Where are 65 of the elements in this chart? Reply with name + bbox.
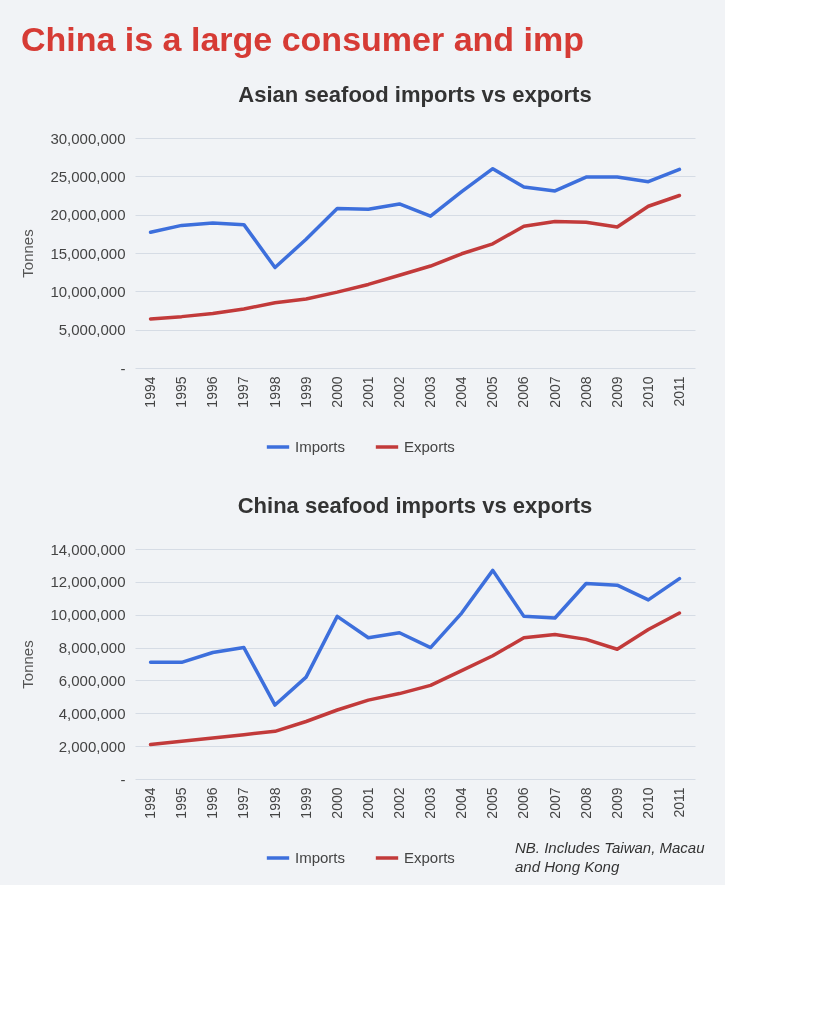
y-axis-title: Tonnes — [19, 229, 37, 278]
x-tick-label: 1995 — [173, 376, 190, 408]
x-tick-label: 2009 — [608, 376, 625, 408]
legend-label: Imports — [295, 849, 346, 866]
y-tick-label: 2,000,000 — [58, 737, 126, 755]
x-tick-label: 1998 — [266, 787, 283, 819]
y-tick-label: 10,000,000 — [50, 282, 126, 300]
x-tick-label: 2008 — [577, 787, 594, 819]
chart-title: Asian seafood imports vs exports — [238, 82, 592, 107]
x-tick-label: 1994 — [142, 376, 159, 408]
x-tick-label: 2008 — [577, 376, 594, 408]
x-tick-label: 1999 — [297, 376, 314, 408]
y-tick-label: 15,000,000 — [50, 244, 126, 262]
line-series — [148, 611, 682, 747]
x-tick-label: 2000 — [328, 787, 345, 819]
x-tick-label: 2011 — [670, 787, 687, 818]
line-series — [148, 568, 682, 707]
x-tick-label: 2000 — [328, 376, 345, 408]
y-axis-title: Tonnes — [19, 640, 37, 689]
y-tick-label: 14,000,000 — [50, 540, 126, 558]
x-tick-label: 1997 — [235, 376, 252, 408]
text: NB. Includes Taiwan, Macau and Hong Kong — [515, 839, 706, 875]
x-tick-label: 1995 — [173, 787, 190, 819]
x-tick-label: 2003 — [422, 376, 439, 408]
x-tick-label: 2007 — [546, 787, 563, 819]
y-tick-label: 30,000,000 — [50, 129, 126, 147]
y-tick-label: 5,000,000 — [58, 321, 126, 339]
x-tick-label: 2004 — [453, 376, 470, 408]
x-tick-label: 1998 — [266, 376, 283, 408]
x-tick-label: 1996 — [204, 376, 221, 408]
y-tick-label: 6,000,000 — [58, 671, 126, 689]
x-tick-label: 2011 — [670, 376, 687, 407]
x-tick-label: 1996 — [204, 787, 221, 819]
x-tick-label: 2002 — [390, 787, 407, 819]
x-tick-label: 2009 — [608, 787, 625, 819]
y-tick-label: - — [120, 770, 126, 788]
y-tick-label: 25,000,000 — [50, 167, 126, 185]
x-tick-label: 2005 — [484, 787, 501, 819]
x-tick-label: 2001 — [359, 787, 376, 819]
x-tick-label: 2004 — [453, 787, 470, 819]
x-tick-label: 2001 — [359, 376, 376, 408]
x-tick-label: 1994 — [142, 787, 159, 819]
legend-label: Imports — [295, 438, 346, 455]
x-tick-label: 1999 — [297, 787, 314, 819]
y-tick-label: 4,000,000 — [58, 704, 126, 722]
x-tick-label: 2010 — [639, 376, 656, 408]
x-tick-label: 1997 — [235, 787, 252, 819]
y-tick-label: - — [120, 359, 126, 377]
x-tick-label: 2007 — [546, 376, 563, 408]
legend-label: Exports — [404, 849, 455, 866]
x-tick-label: 2010 — [639, 787, 656, 819]
y-tick-label: 8,000,000 — [58, 639, 126, 657]
x-tick-label: 2003 — [422, 787, 439, 819]
y-tick-label: 12,000,000 — [50, 573, 126, 591]
x-tick-label: 2006 — [515, 787, 532, 819]
legend-label: Exports — [404, 438, 455, 455]
x-tick-label: 2006 — [515, 376, 532, 408]
chart-title: China seafood imports vs exports — [237, 493, 593, 518]
y-tick-label: 10,000,000 — [50, 606, 126, 624]
x-tick-label: 2005 — [484, 376, 501, 408]
text: China is a large consumer and imp — [20, 20, 584, 58]
line-series — [148, 193, 682, 321]
x-tick-label: 2002 — [390, 376, 407, 408]
y-tick-label: 20,000,000 — [50, 206, 126, 224]
line-series — [148, 166, 682, 270]
